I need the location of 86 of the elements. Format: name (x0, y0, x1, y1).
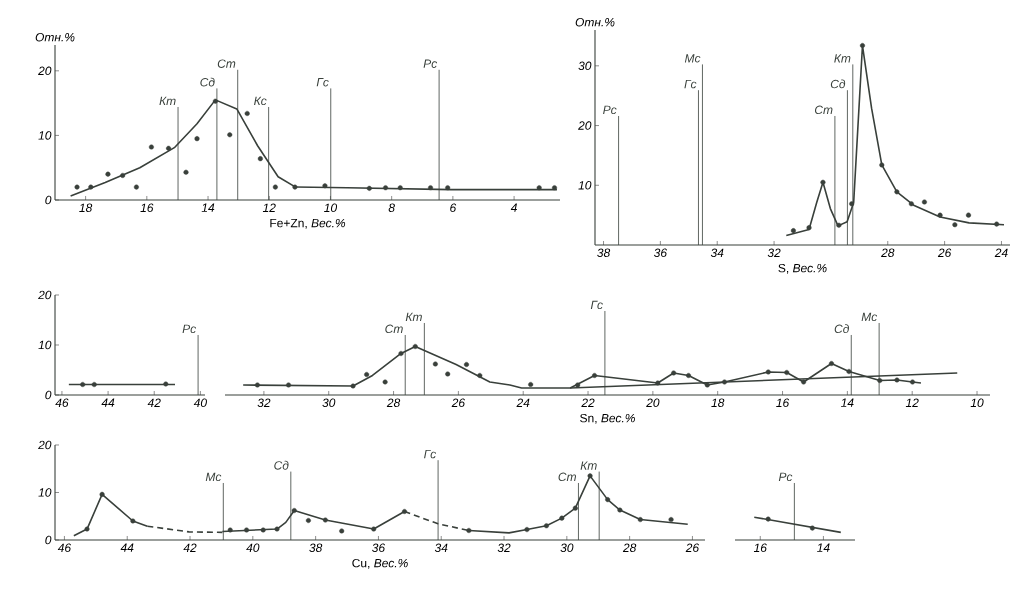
x-tick-label: 42 (147, 398, 161, 407)
ref-line-label: Гс (590, 300, 603, 310)
x-tick-label: 34 (434, 543, 448, 553)
y-axis-title: Отн.% (35, 32, 75, 42)
ref-line-label: Гс (684, 79, 697, 89)
ref-line-label: Сд (274, 460, 289, 470)
x-tick-label: 44 (120, 543, 134, 552)
x-tick-label: 30 (560, 543, 574, 553)
x-tick-label: 38 (309, 543, 323, 553)
ref-line-label: Гс (424, 449, 437, 459)
x-tick-label: 34 (710, 248, 724, 258)
x-tick-label: 44 (101, 398, 115, 407)
x-tick-label: 8 (388, 203, 395, 213)
y-tick-label: 0 (45, 535, 52, 545)
ref-line-label: Кт (159, 96, 176, 106)
x-tick-label: 28 (622, 543, 637, 553)
ref-line-label: Мс (205, 472, 222, 482)
ref-line-label: Кт (405, 312, 422, 322)
x-tick-label: 14 (817, 543, 830, 552)
x-axis-title: S, Вес.% (778, 263, 827, 274)
x-tick-label: 12 (905, 398, 919, 407)
ref-line-label: Ст (558, 472, 576, 482)
y-tick-label: 10 (578, 181, 592, 190)
ref-line-label: Кт (834, 54, 851, 63)
x-tick-label: 46 (55, 398, 69, 408)
x-tick-label: 40 (246, 543, 260, 553)
x-tick-label: 24 (994, 248, 1008, 257)
x-tick-label: 10 (970, 398, 984, 408)
ref-line-label: Рс (778, 472, 793, 482)
x-tick-label: 22 (581, 398, 595, 407)
x-tick-label: 16 (753, 543, 767, 553)
ref-line-label: Мс (684, 54, 701, 63)
ref-line-label: Рс (603, 105, 617, 115)
y-tick-label: 10 (38, 131, 52, 140)
y-tick-label: 0 (45, 195, 52, 205)
ref-line-label: Рс (182, 324, 197, 334)
x-tick-label: 14 (201, 203, 215, 212)
x-tick-label: 40 (193, 398, 207, 408)
ref-line-label: Сд (830, 79, 846, 89)
x-tick-label: 14 (841, 398, 854, 407)
x-tick-label: 24 (516, 398, 530, 407)
ref-line-label: Сд (200, 77, 215, 87)
ref-line-label: Кт (580, 461, 597, 470)
y-tick-label: 10 (38, 340, 52, 350)
x-tick-label: 28 (386, 398, 401, 408)
x-tick-label: 36 (372, 543, 386, 553)
x-tick-label: 4 (510, 203, 517, 212)
x-tick-label: 32 (767, 248, 781, 258)
x-tick-label: 20 (646, 398, 660, 408)
ref-line-label: Ст (217, 59, 236, 68)
x-tick-label: 36 (653, 248, 668, 258)
ref-line-label: Гс (316, 78, 329, 87)
y-tick-label: 30 (578, 61, 592, 71)
ref-line-label: Рс (423, 59, 438, 68)
y-tick-label: 20 (38, 290, 52, 300)
x-tick-label: 12 (262, 203, 276, 212)
x-tick-label: 32 (497, 543, 511, 553)
ref-line-label: Сд (834, 324, 849, 334)
x-axis-title: Cu, Вес.% (352, 558, 408, 569)
x-tick-label: 30 (322, 398, 336, 408)
ref-line-label: Ст (815, 105, 833, 115)
x-tick-label: 6 (450, 203, 457, 213)
y-tick-label: 0 (45, 390, 52, 400)
ref-line-label: Кс (254, 96, 267, 106)
x-axis-title: Sn, Вес.% (580, 413, 635, 424)
x-tick-label: 28 (881, 248, 895, 258)
x-tick-label: 42 (183, 543, 197, 552)
y-tick-label: 20 (578, 121, 592, 130)
x-tick-label: 46 (57, 543, 72, 553)
x-tick-label: 26 (685, 543, 700, 553)
x-tick-label: 38 (597, 248, 611, 258)
x-axis-title: Fe+Zn, Вес.% (270, 218, 346, 229)
y-axis-title: Отн.% (575, 17, 615, 27)
y-tick-label: 10 (38, 488, 52, 497)
x-tick-label: 18 (79, 203, 93, 213)
x-tick-label: 26 (937, 248, 952, 258)
x-tick-label: 10 (324, 203, 338, 213)
y-tick-label: 20 (38, 66, 52, 76)
y-tick-label: 20 (38, 440, 52, 450)
ref-line-label: Мс (861, 312, 878, 322)
x-tick-label: 32 (257, 398, 271, 408)
x-tick-label: 18 (711, 398, 725, 407)
ref-line-label: Ст (385, 324, 403, 334)
x-tick-label: 16 (140, 203, 154, 213)
x-tick-label: 16 (776, 398, 790, 408)
x-tick-label: 26 (451, 398, 466, 408)
